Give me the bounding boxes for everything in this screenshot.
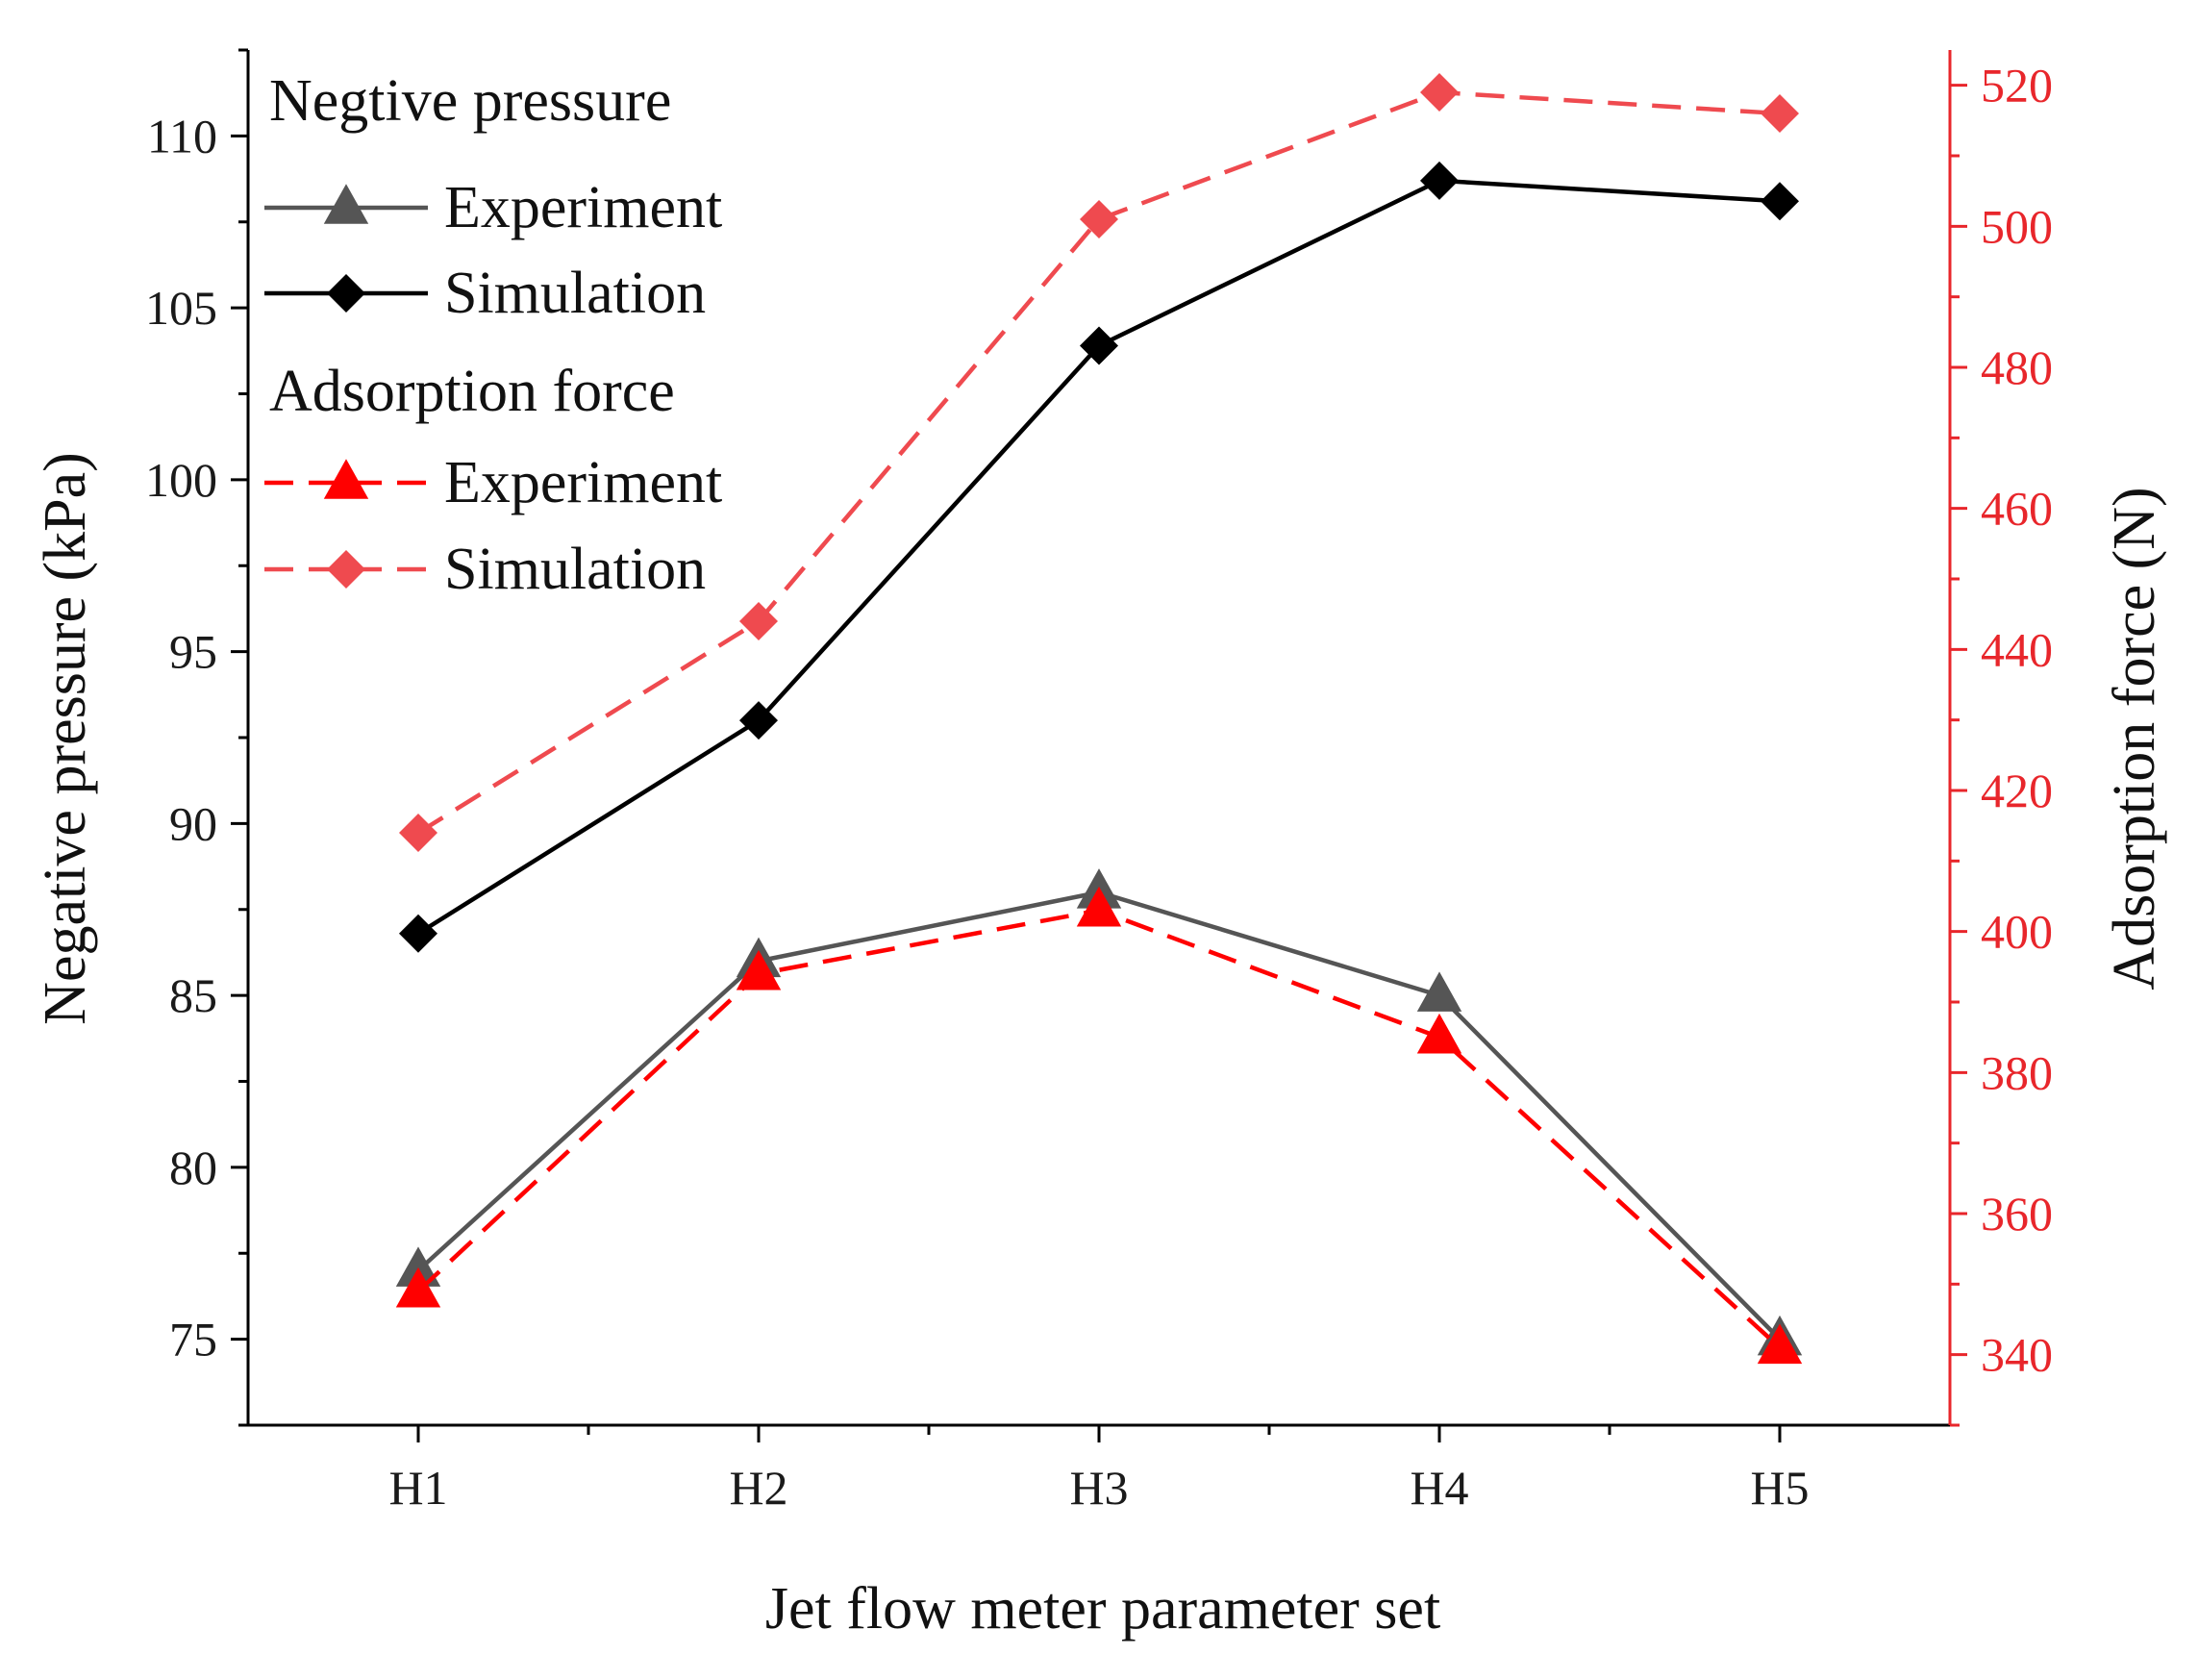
triangle-marker <box>395 1266 441 1308</box>
diamond-marker <box>1761 182 1799 221</box>
x-tick-label: H4 <box>1410 1461 1468 1515</box>
right-tick-label: 440 <box>1981 622 2053 676</box>
plot-frame <box>246 50 1952 1427</box>
right-tick-label: 460 <box>1981 482 2053 536</box>
triangle-marker <box>395 1246 441 1287</box>
triangle-marker <box>323 459 369 499</box>
series-adsorption-force-experiment <box>395 886 1803 1365</box>
diamond-marker <box>1761 94 1799 133</box>
right-tick-label: 400 <box>1981 905 2053 959</box>
series-line <box>416 890 1782 1341</box>
legend-entry-label: Simulation <box>444 537 706 602</box>
left-tick-label: 110 <box>147 109 217 163</box>
x-tick-label: H1 <box>388 1461 447 1515</box>
right-tick-label: 480 <box>1981 340 2053 394</box>
left-tick-label: 90 <box>169 796 217 850</box>
right-tick-label: 520 <box>1981 59 2053 113</box>
diamond-marker <box>739 602 778 640</box>
triangle-marker <box>1076 886 1122 927</box>
legend-entry-label: Simulation <box>444 261 706 326</box>
legend-entry-label: Experiment <box>444 175 722 240</box>
x-axis-title: Jet flow meter parameter set <box>765 1576 1440 1642</box>
right-tick-label: 360 <box>1981 1187 2053 1241</box>
right-y-axis: 340 360 380 400 420 440 460 480 500 520 <box>1950 59 2053 1427</box>
x-tick-label: H5 <box>1750 1461 1809 1515</box>
diamond-marker <box>1420 161 1459 200</box>
left-tick-label: 80 <box>169 1141 217 1194</box>
right-tick-label: 420 <box>1981 764 2053 817</box>
series-negtive-pressure-simulation <box>399 161 1799 953</box>
diamond-marker <box>739 701 778 740</box>
diamond-marker <box>327 274 365 313</box>
left-tick-label: 85 <box>169 968 217 1022</box>
legend: Negtive pressure Experiment Simulation Adso… <box>264 68 722 602</box>
right-tick-label: 380 <box>1981 1045 2053 1099</box>
series-layer <box>395 73 1803 1365</box>
diamond-marker <box>1080 326 1118 365</box>
triangle-marker <box>1416 1013 1462 1054</box>
diamond-marker <box>399 914 437 953</box>
left-y-axis: 75 80 85 90 95 100 105 110 <box>145 48 248 1427</box>
diamond-marker <box>327 550 365 589</box>
triangle-marker <box>1416 971 1462 1012</box>
series-line <box>416 908 1782 1349</box>
diamond-marker <box>1420 73 1459 112</box>
x-tick-label: H3 <box>1069 1461 1128 1515</box>
x-axis: H1 H2 H3 H4 H5 <box>388 1425 1810 1515</box>
series-adsorption-force-simulation <box>399 73 1799 852</box>
left-tick-label: 105 <box>145 281 217 335</box>
left-tick-label: 100 <box>145 453 217 507</box>
legend-group-title: Negtive pressure <box>269 68 671 134</box>
right-y-axis-title: Adsorption force (N) <box>2102 487 2167 990</box>
series-negtive-pressure-experiment <box>395 868 1803 1356</box>
left-y-axis-title: Negative pressure (kPa) <box>33 452 98 1025</box>
legend-entry-label: Experiment <box>444 450 722 515</box>
left-tick-label: 75 <box>169 1313 217 1367</box>
right-tick-label: 340 <box>1981 1328 2053 1382</box>
legend-group-title: Adsorption force <box>269 359 675 424</box>
triangle-marker <box>1757 1323 1803 1365</box>
left-tick-label: 95 <box>169 625 217 679</box>
diamond-marker <box>399 814 437 852</box>
diamond-marker <box>1080 200 1118 238</box>
right-tick-label: 500 <box>1981 199 2053 253</box>
triangle-marker <box>736 949 782 990</box>
x-tick-label: H2 <box>729 1461 787 1515</box>
series-line <box>416 89 1781 835</box>
triangle-marker <box>323 184 369 224</box>
